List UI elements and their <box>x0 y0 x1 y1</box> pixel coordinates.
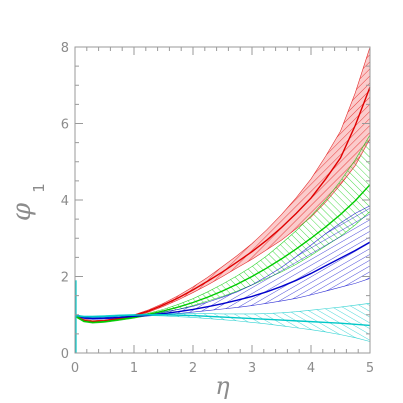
x-tick-label-2: 2 <box>189 361 197 376</box>
tick-layer: 0 1 2 3 4 5 0 2 4 6 8 <box>61 41 374 376</box>
x-tick-label-0: 0 <box>71 361 79 376</box>
band-layer <box>74 46 371 342</box>
y-axis-label-subscript: 1 <box>30 183 48 193</box>
series-0-line <box>74 86 371 323</box>
x-tick-label-5: 5 <box>366 361 374 376</box>
x-tick-label-3: 3 <box>248 361 256 376</box>
y-axis-label: φ <box>7 202 37 221</box>
y-tick-label-0: 0 <box>61 347 69 362</box>
x-tick-label-1: 1 <box>130 361 138 376</box>
series-2-line <box>74 241 371 320</box>
x-tick-label-4: 4 <box>307 361 315 376</box>
line-layer <box>74 86 371 353</box>
y-tick-label-2: 4 <box>61 194 69 209</box>
x-axis-label: η <box>215 372 230 400</box>
series-3-line <box>74 314 371 327</box>
y-tick-label-1: 2 <box>61 271 69 286</box>
series-1-line <box>74 184 371 324</box>
y-tick-label-4: 8 <box>61 41 69 56</box>
y-tick-label-3: 6 <box>61 118 69 133</box>
